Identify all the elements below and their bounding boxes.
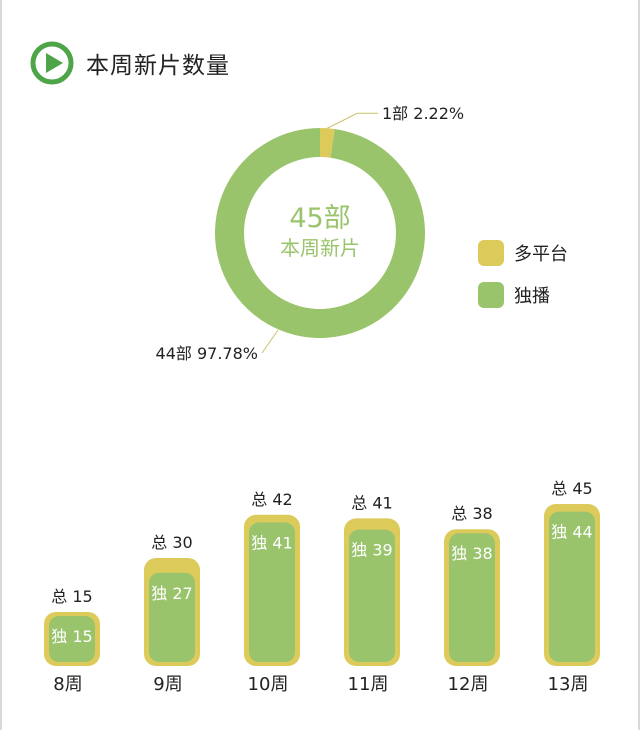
left-border [0,0,2,730]
bar-exclusive-3 [349,529,395,662]
callout-label-multi-platform: 1部 2.22% [382,104,464,123]
callout-line-exclusive [261,329,279,354]
legend: 多平台 独播 [478,238,568,322]
bar-exclusive-label-1: 独 27 [151,584,192,603]
x-tick-label-4: 12周 [448,674,489,695]
legend-swatch-exclusive [478,282,504,308]
callout-line-multi-platform [327,112,378,129]
bar-exclusive-label-5: 独 44 [551,523,592,542]
x-tick-label-0: 8周 [53,674,82,695]
bar-exclusive-1 [149,572,195,662]
x-tick-label-2: 10周 [248,674,289,695]
bar-exclusive-2 [249,522,295,662]
callout-label-exclusive: 44部 97.78% [156,344,258,363]
bar-exclusive-label-0: 独 15 [51,627,92,646]
bar-total-label-5: 总 45 [551,479,592,498]
bar-total-label-4: 总 38 [451,504,492,523]
donut-center-value: 45部 [289,203,350,234]
x-tick-label-5: 13周 [548,674,589,695]
play-icon [30,41,74,85]
bar-total-label-2: 总 42 [251,490,292,509]
legend-item-exclusive: 独播 [478,280,568,310]
bar-total-label-1: 总 30 [151,533,192,552]
bar-exclusive-label-2: 独 41 [251,533,292,552]
bar-exclusive-5 [549,511,595,662]
bar-chart: 总 15 独 15 8周 总 30 独 27 9周 总 42 独 41 10周 总 41 独 39 1… [44,479,600,695]
bar-exclusive-4 [449,533,495,662]
bar-exclusive-label-3: 独 39 [351,541,392,560]
x-tick-label-3: 11周 [348,674,389,695]
right-border [638,0,640,730]
page-title: 本周新片数量 [86,53,230,79]
x-tick-label-1: 9周 [153,674,182,695]
donut-center-label: 本周新片 [280,236,360,260]
bar-total-label-3: 总 41 [351,493,392,512]
legend-label-multi-platform: 多平台 [514,244,568,265]
legend-item-multi-platform: 多平台 [478,238,568,268]
section-header: 本周新片数量 [30,40,230,86]
bar-exclusive-label-4: 独 38 [451,544,492,563]
donut-slice-0 [320,128,335,158]
legend-label-exclusive: 独播 [514,286,550,307]
bar-exclusive-0 [49,616,95,662]
legend-swatch-multi-platform [478,240,504,266]
bar-total-label-0: 总 15 [51,587,92,606]
